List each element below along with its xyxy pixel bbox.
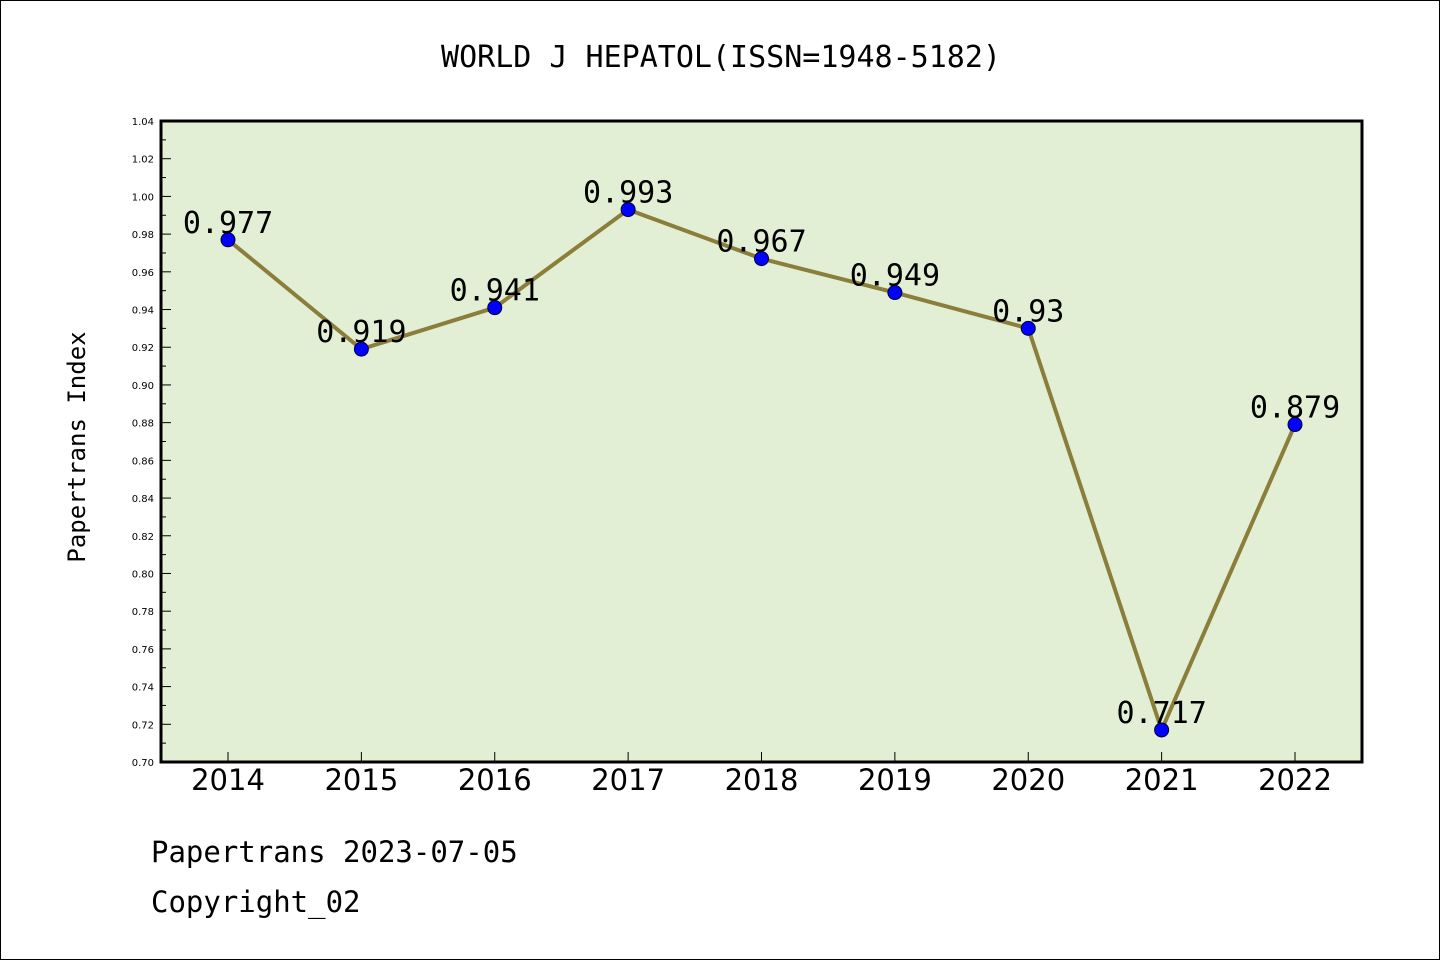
x-tick-label: 2015 [324,763,398,797]
y-tick-label: 0.88 [132,419,154,430]
x-tick-label: 2018 [725,763,799,797]
y-tick-label: 0.80 [132,569,154,580]
y-tick-label: 0.92 [132,343,154,354]
plot-area [161,121,1362,762]
data-label: 0.879 [1250,391,1340,426]
y-tick-label: 0.74 [132,683,154,694]
chart-title: WORLD J HEPATOL(ISSN=1948-5182) [441,40,1001,75]
data-point [1287,417,1303,433]
data-point [887,285,903,301]
data-point [754,251,769,267]
data-markers [220,202,1303,738]
data-label: 0.993 [583,176,673,211]
data-point [1020,320,1036,336]
y-tick-label: 0.90 [132,381,154,392]
x-tick-label: 2020 [991,763,1065,797]
y-tick-label: 0.72 [132,720,154,731]
data-label: 0.977 [183,206,273,241]
y-tick-label: 0.70 [132,758,154,769]
data-label: 0.967 [716,225,806,260]
data-label: 0.93 [992,294,1064,329]
y-axis: 0.70 0.72 0.74 0.76 0.78 0.80 0.82 0.84 0.86 0.88… [132,117,171,769]
copyright-footer: Copyright_02 [151,885,361,919]
y-tick-label: 1.00 [132,192,154,203]
x-tick-label: 2021 [1125,763,1199,797]
y-tick-label: 0.84 [132,494,154,505]
y-tick-label: 1.04 [132,117,154,128]
x-tick-label: 2017 [591,763,665,797]
data-point [620,202,636,218]
y-tick-label: 0.98 [132,230,154,241]
y-tick-label: 0.82 [132,532,154,543]
y-tick-label: 0.78 [132,607,154,618]
data-label: 0.717 [1116,696,1206,731]
y-tick-label: 0.86 [132,456,154,467]
y-tick-label: 0.94 [132,306,154,317]
x-axis: 2014 2015 2016 2017 2018 2019 2020 2021 2022 [191,752,1332,797]
data-point [487,300,503,316]
data-point [220,232,236,248]
data-label: 0.949 [850,259,940,294]
source-footer: Papertrans 2023-07-05 [151,835,518,869]
x-tick-label: 2022 [1258,763,1332,797]
y-tick-label: 0.76 [132,645,154,656]
data-label: 0.919 [316,315,406,350]
data-labels: 0.977 0.919 0.941 0.993 0.967 0.949 0.93 0.717 0… [183,176,1340,731]
x-tick-label: 2016 [458,763,532,797]
y-tick-label: 0.96 [132,268,154,279]
y-tick-label: 1.02 [132,155,154,166]
x-tick-label: 2014 [191,763,265,797]
plot-frame [159,119,1364,764]
y-axis-label: Papertrans Index [63,331,91,562]
data-point [353,341,369,357]
data-label: 0.941 [450,274,540,309]
data-point [1154,722,1170,738]
x-tick-label: 2019 [858,763,932,797]
